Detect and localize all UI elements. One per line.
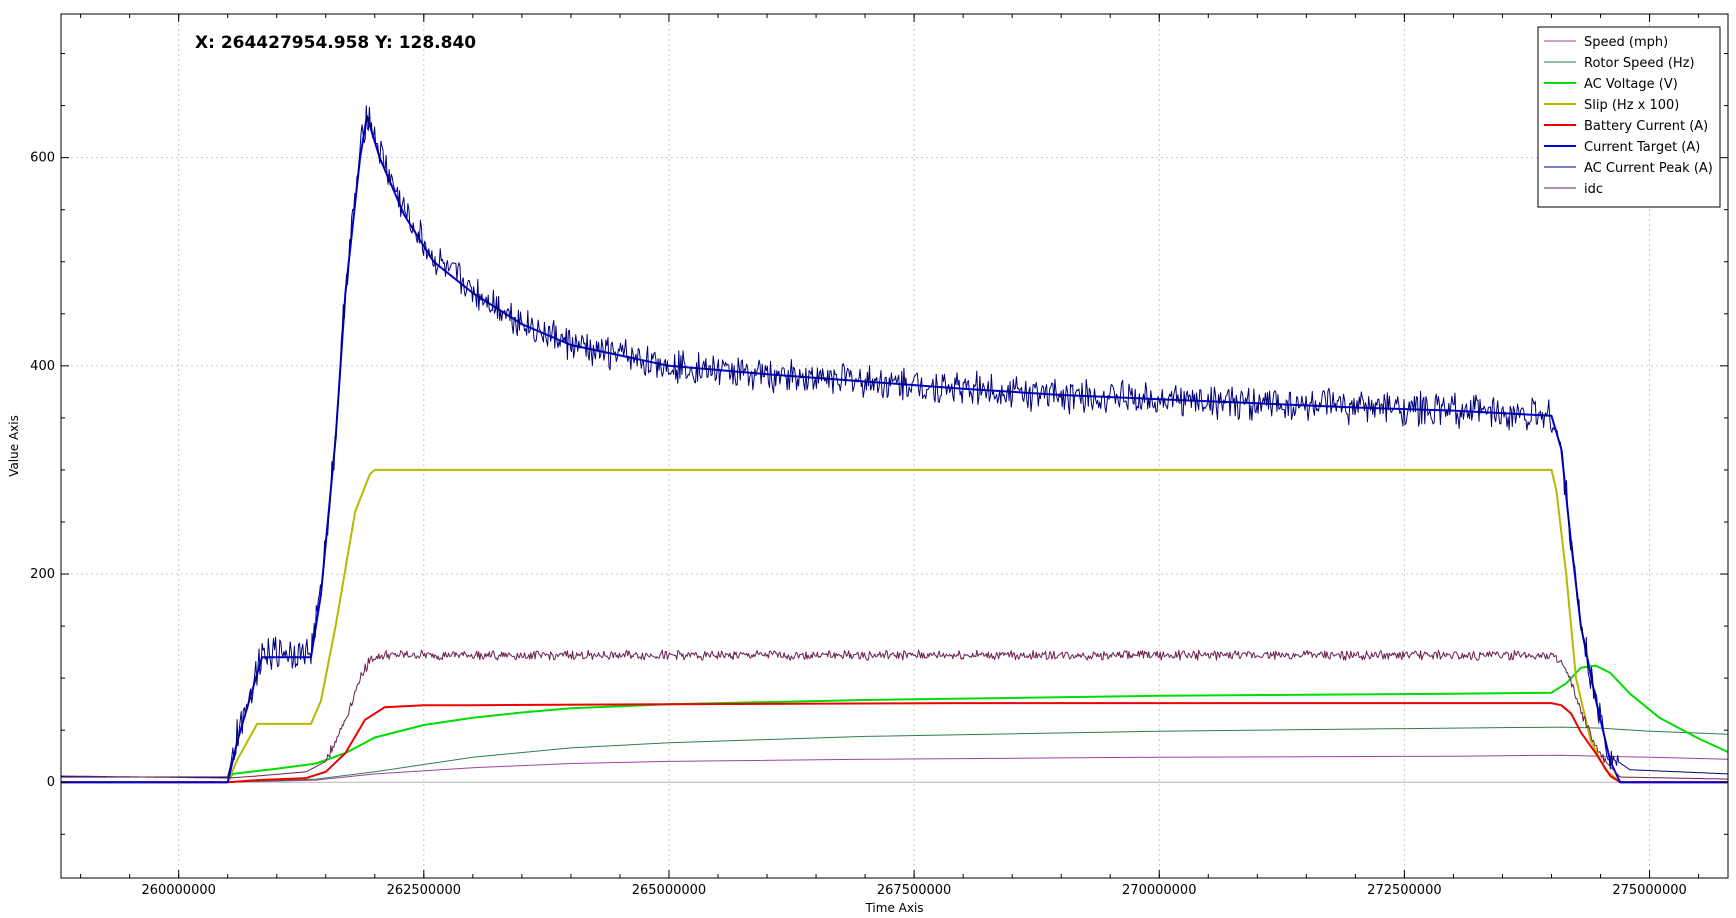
x-tick-label: 272500000 — [1367, 883, 1441, 898]
y-axis-title: Value Axis — [7, 415, 21, 477]
legend-entry: Battery Current (A) — [1584, 119, 1708, 134]
y-tick-label: 600 — [30, 151, 55, 166]
legend-box — [1537, 26, 1721, 208]
series-layer — [61, 105, 1729, 784]
cursor-readout: X: 264427954.958 Y: 128.840 — [195, 33, 476, 53]
plot-frame — [60, 13, 1729, 879]
legend-entry: idc — [1584, 182, 1603, 197]
ticks: 260000000 262500000 265000000 267500000 2700… — [30, 14, 1728, 898]
series-line — [61, 702, 1728, 784]
legend-entry: Rotor Speed (Hz) — [1584, 56, 1695, 71]
y-tick-label: 0 — [47, 775, 55, 790]
grid — [61, 14, 1728, 878]
series-line — [61, 649, 1728, 780]
x-tick-label: 260000000 — [141, 883, 215, 898]
legend-entry: Slip (Hz x 100) — [1584, 98, 1679, 113]
x-axis-title: Time Axis — [864, 901, 923, 915]
legend-entry: Speed (mph) — [1584, 35, 1668, 50]
x-tick-label: 270000000 — [1122, 883, 1196, 898]
y-tick-label: 400 — [30, 359, 55, 374]
series-line — [61, 754, 1729, 783]
x-tick-label: 267500000 — [877, 883, 951, 898]
legend: Speed (mph) Rotor Speed (Hz) AC Voltage (V… — [1537, 26, 1721, 208]
x-tick-label: 262500000 — [387, 883, 461, 898]
x-tick-label: 275000000 — [1612, 883, 1686, 898]
y-tick-label: 200 — [30, 567, 55, 582]
x-tick-label: 265000000 — [632, 883, 706, 898]
series-line — [61, 664, 1729, 784]
series-line — [61, 115, 1728, 784]
legend-entry: AC Voltage (V) — [1584, 77, 1678, 92]
series-line — [61, 726, 1729, 783]
series-line — [61, 468, 1728, 784]
series-line — [61, 105, 1728, 778]
legend-entry: AC Current Peak (A) — [1584, 161, 1713, 176]
legend-entry: Current Target (A) — [1584, 140, 1700, 155]
